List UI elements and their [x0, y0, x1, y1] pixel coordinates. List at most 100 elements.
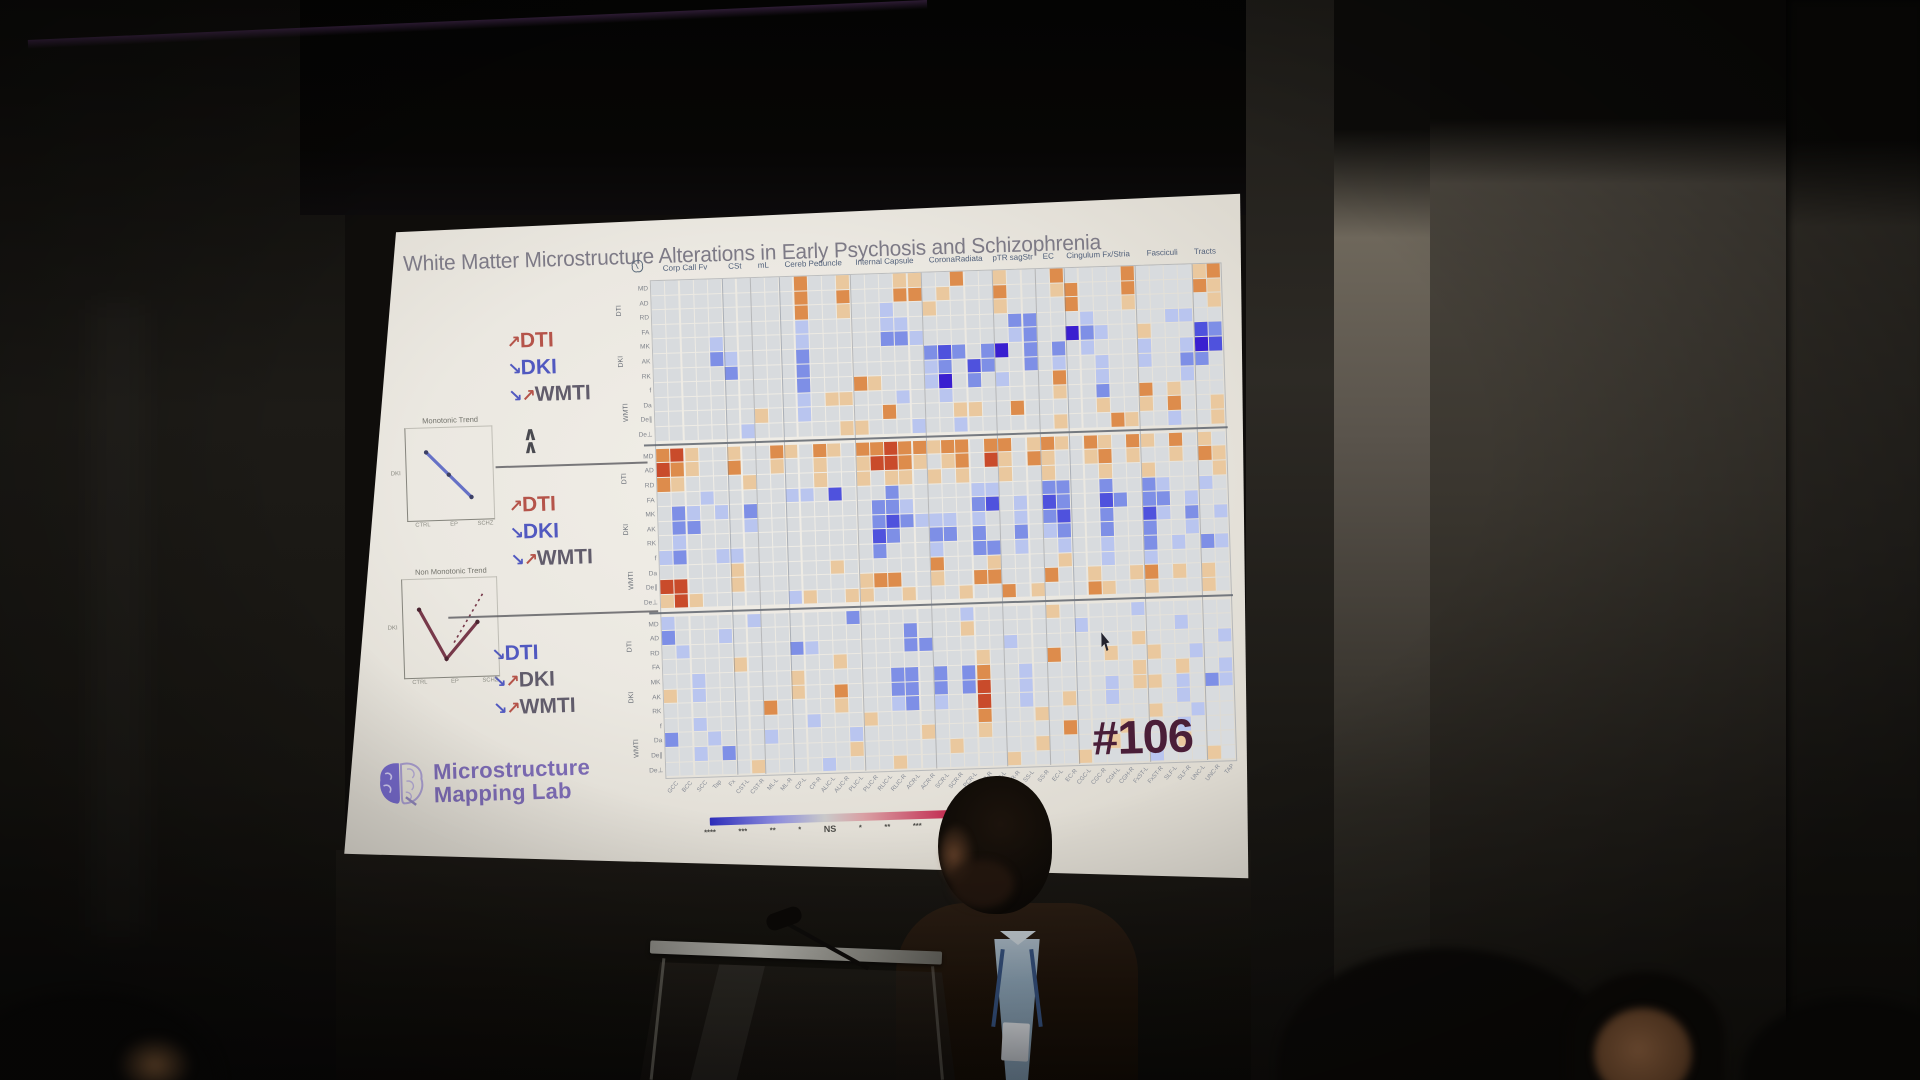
- heatmap-cell: [929, 542, 944, 557]
- heatmap-cell: [680, 323, 695, 338]
- heatmap-cell: [918, 622, 932, 637]
- heatmap-cell: [719, 643, 733, 658]
- legend-item-dki: ↘DKI: [509, 517, 592, 547]
- heatmap-cell: [958, 555, 973, 570]
- heatmap-cell: [1061, 647, 1076, 662]
- heatmap-cell: [978, 285, 993, 300]
- heatmap-cell: [794, 305, 808, 320]
- legend-label: DKI: [520, 355, 558, 380]
- heatmap-cell: [765, 306, 780, 321]
- heatmap-cell: [1100, 536, 1115, 551]
- heatmap-cell: [1003, 605, 1017, 620]
- heatmap-cell: [964, 738, 979, 753]
- heatmap-cell: [1120, 266, 1135, 280]
- arrow-up-icon: ↗: [523, 550, 537, 571]
- heatmap-cell: [1125, 412, 1140, 426]
- heatmap-cell: [1178, 293, 1193, 308]
- plot-title: Monotonic Trend: [422, 414, 479, 426]
- heatmap-cell: [678, 717, 693, 732]
- heatmap-cell: [811, 407, 826, 422]
- heatmap-cell: [1203, 643, 1218, 657]
- heatmap-cell: [1166, 366, 1181, 381]
- plot-ylabel: DKI: [390, 471, 401, 478]
- heatmap-cell: [918, 637, 933, 652]
- heatmap-cell: [799, 487, 814, 502]
- heatmap-cell: [1171, 519, 1186, 534]
- heatmap-cell: [923, 330, 937, 345]
- heatmap-cell: [863, 682, 877, 697]
- heatmap-cell: [839, 377, 853, 392]
- heatmap-cell: [1071, 523, 1086, 538]
- heatmap-cell: [861, 639, 876, 654]
- heatmap-cell: [677, 688, 692, 703]
- heatmap-cell: [1129, 535, 1143, 550]
- heatmap-cell: [688, 578, 703, 593]
- heatmap-cell: [1186, 534, 1200, 549]
- legend-label: DKI: [518, 667, 556, 692]
- heatmap-cell: [1152, 381, 1167, 396]
- heatmap-cell: [930, 571, 945, 586]
- heatmap-cell: [766, 321, 780, 335]
- arrow-up-icon: ↗: [505, 671, 519, 693]
- heatmap-cell: [1138, 367, 1152, 382]
- heatmap-cell: [1058, 552, 1073, 567]
- heatmap-cell: [1130, 565, 1144, 580]
- heatmap-metric-group-label: DKI: [628, 691, 636, 704]
- heatmap-cell: [1082, 398, 1096, 413]
- heatmap-cell: [1174, 614, 1189, 629]
- heatmap-cell: [682, 382, 697, 396]
- heatmap-cell: [1207, 745, 1221, 760]
- heatmap-cell: [816, 560, 831, 575]
- heatmap-cell: [944, 541, 958, 556]
- brain-logo-icon: [380, 762, 424, 806]
- heatmap-cell: [722, 760, 737, 775]
- heatmap-cell: [1006, 269, 1021, 284]
- heatmap-cell: [1014, 510, 1029, 525]
- heatmap-cell: [1051, 312, 1065, 326]
- heatmap-cell: [1147, 659, 1162, 674]
- heatmap-cell: [812, 443, 827, 458]
- heatmap-cell: [752, 336, 766, 350]
- heatmap-cell: [1191, 701, 1206, 716]
- heatmap-cell: [1084, 478, 1099, 493]
- heatmap-cell: [1064, 282, 1078, 297]
- heatmap-cell: [838, 362, 853, 377]
- heatmap-cell: [708, 760, 723, 775]
- heatmap-cell: [711, 395, 726, 410]
- heatmap-cell: [1118, 645, 1133, 660]
- heatmap-cell: [1124, 368, 1138, 383]
- heatmap-cell: [940, 417, 954, 432]
- heatmap-cell: [1100, 522, 1114, 537]
- heatmap-cell: [983, 416, 997, 431]
- heatmap-cell: [846, 610, 861, 625]
- heatmap-cell: [1072, 552, 1087, 567]
- heatmap-cell: [1118, 660, 1133, 675]
- heatmap-cell: [1102, 580, 1116, 595]
- heatmap-row-label: f: [659, 722, 662, 730]
- heatmap-cell: [809, 334, 823, 349]
- heatmap-cell: [840, 420, 855, 435]
- heatmap-cell: [855, 442, 870, 457]
- heatmap-cell: [807, 713, 821, 728]
- heatmap-cell: [1218, 642, 1232, 657]
- heatmap-cell: [872, 514, 886, 529]
- heatmap-cell: [1161, 644, 1175, 659]
- heatmap-cell: [858, 544, 873, 559]
- heatmap-cell: [805, 655, 819, 670]
- heatmap-cell: [907, 272, 921, 287]
- heatmap-cell: [1042, 494, 1057, 509]
- heatmap-cell: [702, 578, 717, 593]
- heatmap-cell: [1076, 661, 1090, 676]
- plot-area: DKI: [391, 425, 496, 523]
- heatmap-cell: [753, 365, 767, 380]
- heatmap-cell: [1078, 720, 1092, 734]
- double-chevron-up-icon: ∧ ∧: [522, 422, 539, 459]
- heatmap-cell: [1034, 692, 1049, 707]
- heatmap-cell: [772, 532, 787, 547]
- heatmap-cell: [754, 409, 769, 423]
- heatmap-cell: [871, 485, 885, 500]
- heatmap-cell: [709, 322, 723, 337]
- significance-label: ***: [912, 821, 922, 831]
- heatmap-cell: [1172, 534, 1186, 549]
- heatmap-metric-group-label: DKI: [622, 523, 631, 536]
